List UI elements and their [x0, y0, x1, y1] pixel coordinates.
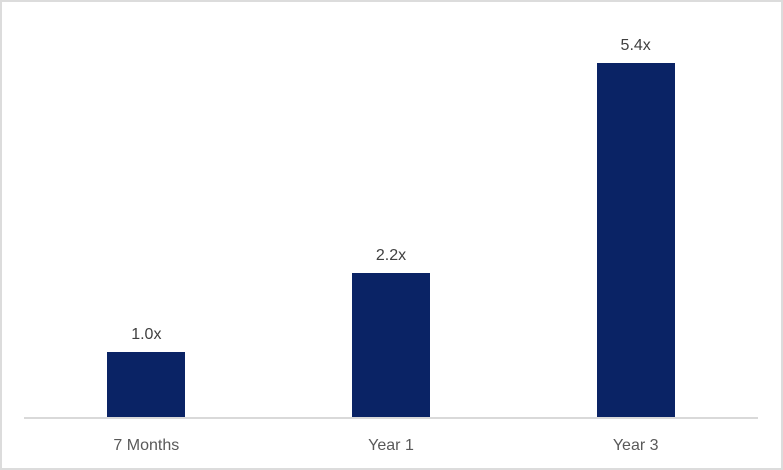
- x-tick-label: Year 3: [612, 436, 659, 454]
- bar-value-label: 1.0x: [131, 325, 162, 343]
- bar-value-label: 5.4x: [620, 37, 651, 55]
- bar-value-label: 2.2x: [375, 246, 407, 264]
- x-axis-line: [24, 417, 758, 419]
- x-tick-label: Year 1: [368, 436, 414, 454]
- bar: [107, 351, 186, 417]
- plot-area: 1.0x 2.2x 5.4x: [24, 24, 758, 417]
- x-tick-label: 7 Months: [113, 436, 180, 454]
- bar-group: 1.0x: [24, 24, 269, 417]
- bar: [352, 272, 430, 417]
- bar-group: 5.4x: [513, 24, 758, 417]
- bar: [596, 63, 675, 417]
- x-axis-tick-labels: 7 Months Year 1 Year 3: [24, 436, 758, 455]
- bar-group: 2.2x: [269, 24, 514, 417]
- bar-columns: 1.0x 2.2x 5.4x: [24, 24, 758, 417]
